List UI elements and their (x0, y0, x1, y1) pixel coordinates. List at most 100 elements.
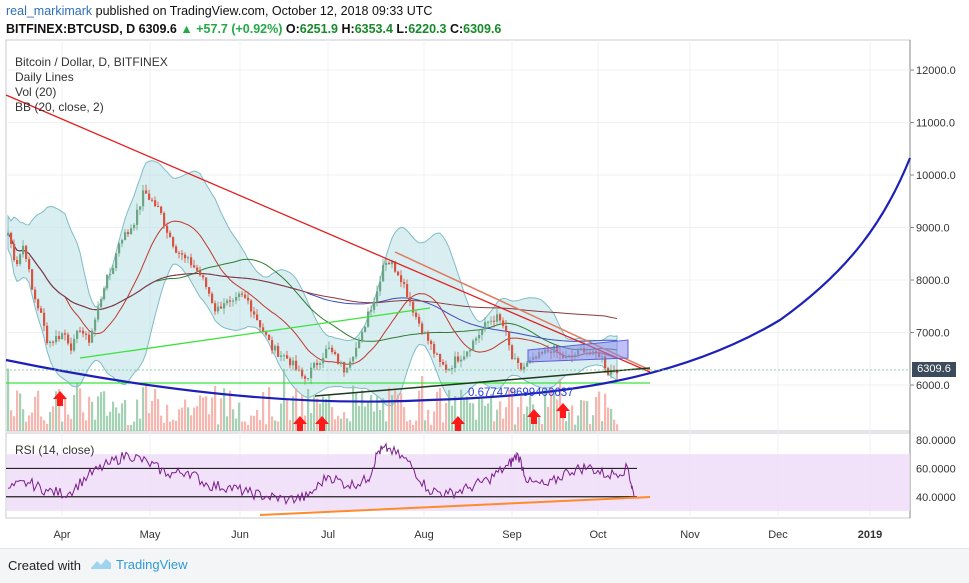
volume-bar (499, 401, 502, 431)
candle-body (85, 333, 88, 335)
volume-bar (379, 409, 382, 431)
volume-bar (397, 394, 400, 431)
rsi-band (7, 454, 910, 511)
volume-bar (490, 393, 493, 431)
volume-bar (121, 403, 124, 431)
candle-body (265, 331, 268, 335)
candle-body (481, 329, 484, 335)
candle-body (166, 225, 169, 233)
volume-bar (484, 405, 487, 431)
volume-bar (142, 387, 145, 431)
candle-body (220, 306, 223, 309)
candle-body (112, 268, 115, 274)
volume-bar (403, 407, 406, 431)
candle-body (526, 362, 529, 367)
candle-body (19, 254, 22, 265)
volume-bar (118, 413, 121, 431)
volume-bar (112, 401, 115, 431)
price-label-box: 6309.6 (912, 362, 956, 377)
volume-bar (415, 420, 418, 431)
volume-bar (430, 424, 433, 431)
candle-body (376, 291, 379, 302)
volume-bar (178, 409, 181, 431)
volume-bar (58, 389, 61, 431)
candle-body (142, 190, 145, 207)
candle-body (382, 264, 385, 282)
candle-body (463, 356, 466, 360)
candle-body (517, 358, 520, 363)
candle-body (226, 300, 229, 304)
volume-bar (496, 409, 499, 431)
candle-body (475, 338, 478, 341)
volume-bar (337, 415, 340, 431)
up-arrow-icon (527, 409, 541, 424)
candle-body (487, 321, 490, 323)
candle-body (46, 325, 49, 344)
volume-bar (232, 409, 235, 431)
tradingview-link[interactable]: TradingView (90, 557, 188, 572)
candle-body (400, 275, 403, 283)
created-with: Created with (8, 558, 81, 573)
volume-bar (319, 403, 322, 431)
candle-body (451, 367, 454, 370)
volume-bar (406, 421, 409, 431)
volume-bar (301, 394, 304, 431)
volume-bar (334, 419, 337, 431)
volume-bar (136, 399, 139, 431)
low-value: 6220.3 (408, 22, 447, 36)
volume-bar (13, 416, 16, 431)
volume-bar (181, 407, 184, 431)
candle-body (199, 270, 202, 276)
volume-bar (517, 407, 520, 431)
candle-body (424, 332, 427, 334)
candle-body (520, 362, 523, 370)
volume-bar (217, 424, 220, 431)
volume-bar (418, 390, 421, 431)
candle-body (505, 325, 508, 332)
volume-bar (325, 398, 328, 431)
candle-body (397, 271, 400, 276)
volume-bar (313, 396, 316, 431)
volume-bar (106, 415, 109, 431)
up-arrow-icon (556, 403, 570, 418)
candle-body (247, 297, 250, 301)
trendlines: 0.677479699400637 (5, 94, 912, 403)
volume-bar (244, 421, 247, 431)
candle-body (10, 232, 13, 244)
author-link[interactable]: real_markimark (6, 4, 93, 18)
volume-bar (169, 421, 172, 431)
candle-body (127, 232, 130, 235)
candle-body (43, 312, 46, 326)
volume-bar (607, 407, 610, 431)
candle-body (328, 347, 331, 349)
volume-bar (127, 424, 130, 431)
volume-bar (286, 399, 289, 431)
candle-body (319, 363, 322, 365)
x-tick-label: Sep (502, 529, 522, 541)
up-arrow-icon (315, 416, 329, 431)
volume-bar (376, 396, 379, 431)
volume-bar (442, 422, 445, 431)
candle-body (259, 320, 262, 328)
volume-bar (238, 402, 241, 431)
candle-body (445, 364, 448, 371)
candle-body (133, 224, 136, 229)
volume-bar (43, 420, 46, 431)
volume-bar (124, 399, 127, 431)
candle-body (253, 311, 256, 315)
y-tick-label: 11000.0 (916, 118, 955, 130)
candle-body (490, 320, 493, 322)
volume-bar (307, 388, 310, 431)
candle-body (373, 301, 376, 310)
candle-body (217, 306, 220, 312)
volume-bar (145, 383, 148, 431)
candle-body (7, 232, 10, 236)
candle-body (355, 347, 358, 357)
candle-body (64, 333, 67, 335)
volume-bar (157, 399, 160, 431)
candle-body (367, 311, 370, 327)
candle-body (169, 232, 172, 238)
volume-bar (226, 416, 229, 431)
chart-canvas[interactable]: 0.677479699400637 12000.0 11000.0 10000.0 9… (0, 0, 969, 548)
volume-bar (19, 393, 22, 431)
